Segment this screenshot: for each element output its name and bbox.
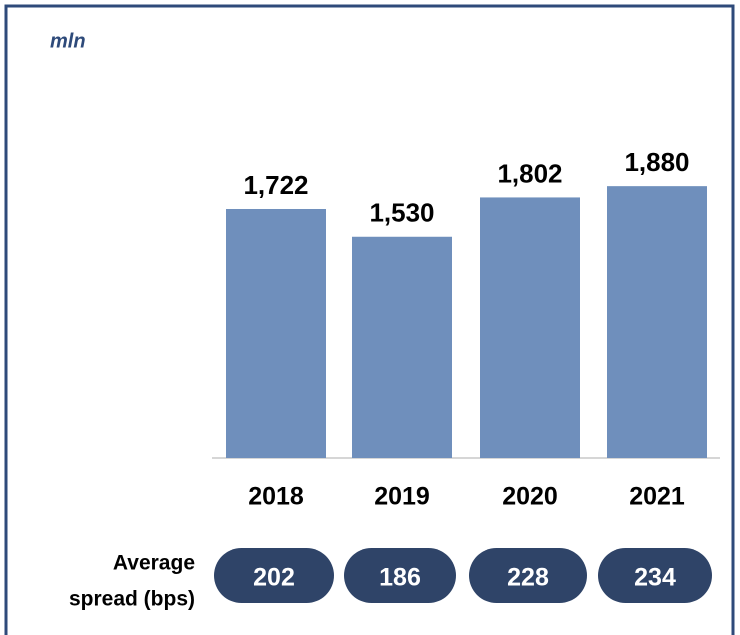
spread-label: Average bbox=[113, 552, 195, 575]
frame bbox=[4, 4, 735, 635]
spread-label: spread (bps) bbox=[69, 588, 195, 611]
spread-pill bbox=[598, 548, 712, 603]
spread-value: 202 bbox=[253, 564, 295, 592]
x-tick-label: 2021 bbox=[629, 483, 685, 511]
spread-value: 186 bbox=[379, 564, 421, 592]
subtitle: mln bbox=[50, 30, 86, 52]
spread-pill bbox=[344, 548, 456, 603]
bar bbox=[352, 236, 452, 458]
spread-value: 234 bbox=[634, 564, 676, 592]
value-label: 1,530 bbox=[369, 198, 434, 228]
x-tick-label: 2018 bbox=[248, 483, 304, 511]
spread-value: 228 bbox=[507, 564, 549, 592]
spread-pill bbox=[214, 548, 334, 603]
x-tick-label: 2019 bbox=[374, 483, 430, 511]
bar bbox=[607, 186, 707, 459]
bar bbox=[226, 208, 326, 458]
value-label: 1,802 bbox=[497, 158, 562, 188]
value-label: 1,880 bbox=[624, 147, 689, 177]
value-label: 1,722 bbox=[243, 170, 308, 200]
x-tick-label: 2020 bbox=[502, 483, 558, 511]
spread-pill bbox=[469, 548, 587, 603]
bar bbox=[480, 197, 580, 459]
